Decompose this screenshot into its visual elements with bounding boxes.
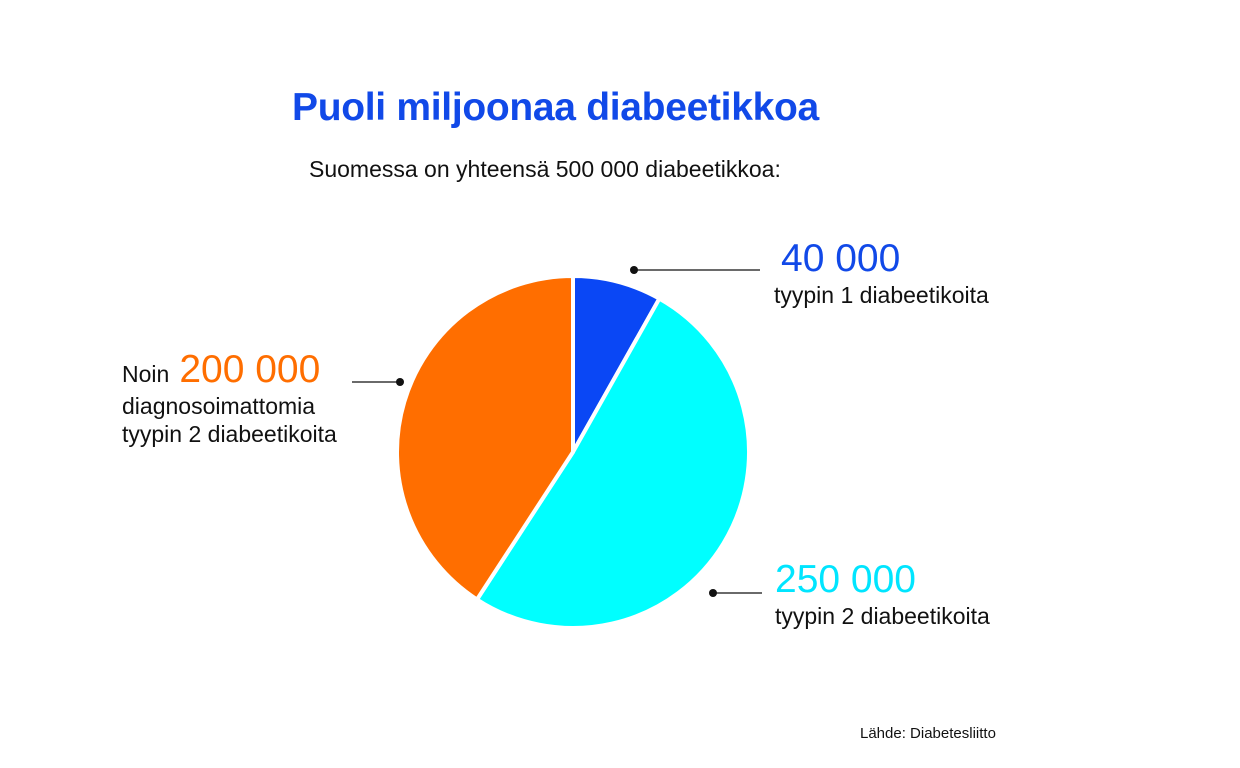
undiag-prefix: Noin [122, 361, 170, 387]
leader-dot-type1 [630, 266, 638, 274]
label-type2: 250 000 tyypin 2 diabeetikoita [775, 558, 990, 630]
type2-value: 250 000 [775, 558, 916, 601]
type2-desc: tyypin 2 diabeetikoita [775, 603, 990, 629]
source-note: Lähde: Diabetesliitto [860, 725, 996, 742]
undiag-desc-line1: diagnosoimattomia [122, 393, 316, 419]
type1-desc: tyypin 1 diabeetikoita [774, 282, 989, 308]
pie-slices [395, 274, 752, 630]
slice-undiagnosed [395, 274, 575, 602]
leader-dot-type2 [709, 589, 717, 597]
type1-value: 40 000 [781, 237, 901, 280]
label-type1: 40 000 tyypin 1 diabeetikoita [774, 237, 989, 309]
chart-subtitle: Suomessa on yhteensä 500 000 diabeetikko… [309, 156, 781, 182]
slice-type2 [474, 296, 752, 630]
label-undiagnosed: Noin 200 000 diagnosoimattomia tyypin 2 d… [122, 348, 337, 448]
undiag-desc-line2: tyypin 2 diabeetikoita [122, 421, 337, 447]
leader-lines [352, 266, 762, 597]
chart-title: Puoli miljoonaa diabeetikkoa [292, 86, 819, 129]
undiag-value: 200 000 [179, 348, 321, 391]
leader-dot-undiag [396, 378, 404, 386]
